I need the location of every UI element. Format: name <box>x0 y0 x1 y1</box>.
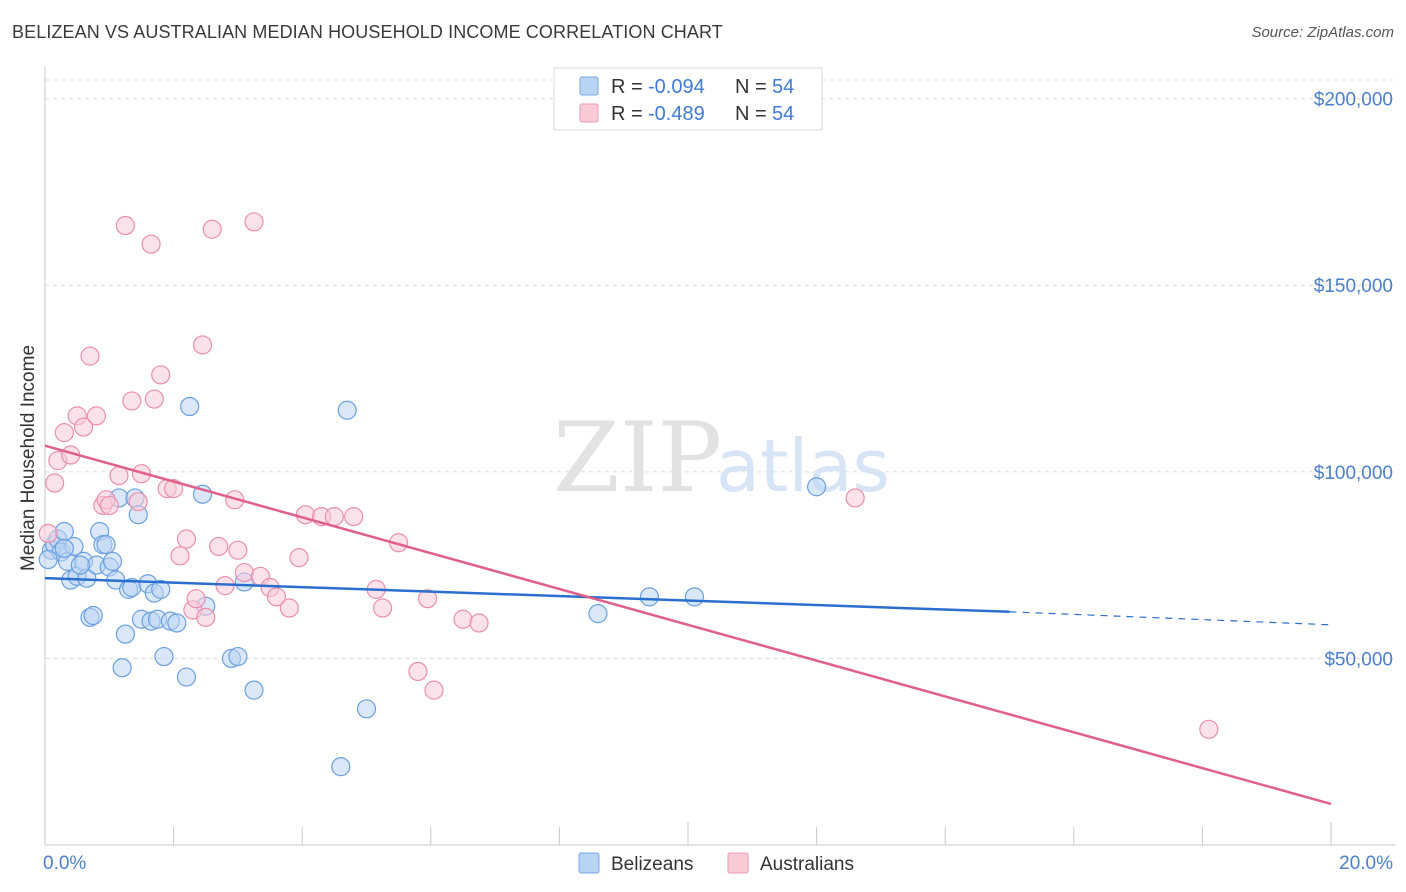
australian-point-50 <box>453 609 473 629</box>
series-legend-swatch-belizeans <box>578 852 600 874</box>
australian-point-48 <box>417 589 438 609</box>
australian-point-42 <box>324 507 344 527</box>
series-legend-swatch-australians <box>727 852 749 874</box>
correlation-legend: R = -0.094 N = 54 R = -0.489 N = 54 <box>553 67 823 131</box>
trend-lines <box>44 444 1332 806</box>
legend-swatch-belizeans <box>579 76 599 96</box>
series-legend: Belizeans Australians <box>578 852 854 875</box>
australian-point-18 <box>144 389 164 409</box>
axes <box>44 67 1395 846</box>
australian-point-11 <box>99 495 119 516</box>
belizean-point-45 <box>337 400 357 420</box>
australian-point-14 <box>122 391 142 411</box>
belizean-point-53 <box>54 538 74 558</box>
australian-point-21 <box>164 479 184 499</box>
australian-point-33 <box>234 562 254 583</box>
belizean-point-51 <box>38 549 58 570</box>
legend-r-value-1: -0.094 <box>648 76 705 98</box>
x-tick-labels: 0.0% 20.0% <box>43 853 1393 874</box>
belizean-point-32 <box>151 579 171 599</box>
australian-point-45 <box>372 598 393 618</box>
chart-title: BELIZEAN VS AUSTRALIAN MEDIAN HOUSEHOLD … <box>12 22 723 42</box>
australian-point-26 <box>192 335 213 355</box>
australian-point-32 <box>228 540 248 560</box>
legend-n-label-1: N = <box>735 76 767 98</box>
belizean-point-35 <box>167 613 187 633</box>
australian-point-29 <box>209 536 229 557</box>
legend-r-value-2: -0.489 <box>648 103 705 125</box>
australian-point-27 <box>196 607 216 627</box>
australian-point-8 <box>86 406 107 426</box>
australian-trend-line <box>44 444 1332 806</box>
belizean-point-22 <box>115 624 135 644</box>
x-tick-label-0: 0.0% <box>43 853 86 874</box>
australian-point-0 <box>38 523 58 544</box>
y-tick-labels: $50,000 $100,000 $150,000 $200,000 <box>1314 90 1393 671</box>
australian-point-23 <box>176 529 197 549</box>
belizean-point-41 <box>228 646 248 667</box>
y-tick-label-2: $150,000 <box>1314 276 1393 297</box>
belizean-point-36 <box>176 667 197 687</box>
australian-point-22 <box>170 546 190 566</box>
legend-n-value-1: 54 <box>772 76 794 98</box>
belizean-point-46 <box>356 699 377 719</box>
legend-box <box>553 67 823 131</box>
belizean-point-49 <box>684 587 705 607</box>
legend-swatch-australians <box>579 103 599 123</box>
legend-r-label-2: R = <box>611 103 643 125</box>
australian-point-17 <box>141 234 161 254</box>
watermark-zip: ZIP <box>553 402 722 514</box>
australian-point-6 <box>73 417 94 437</box>
y-tick-label-1: $100,000 <box>1314 463 1393 484</box>
australian-point-3 <box>54 423 74 443</box>
australian-point-25 <box>186 589 206 609</box>
belizean-point-21 <box>112 658 132 678</box>
australian-point-13 <box>115 215 135 236</box>
legend-r-label-1: R = <box>611 76 643 98</box>
belizean-point-43 <box>244 680 264 700</box>
y-tick-label-0: $50,000 <box>1324 649 1393 670</box>
australian-point-34 <box>244 212 264 232</box>
y-tick-label-3: $200,000 <box>1314 90 1393 111</box>
australian-point-38 <box>279 598 299 618</box>
australian-point-49 <box>424 680 444 700</box>
belizean-point-48 <box>639 587 660 607</box>
y-axis-label: Median Household Income <box>18 345 39 571</box>
belizean-point-44 <box>331 757 351 777</box>
belizean-point-18 <box>102 551 123 571</box>
belizean-point-33 <box>154 646 174 667</box>
australian-point-39 <box>289 548 309 568</box>
belizean-point-12 <box>83 605 103 626</box>
belizean-trend-line <box>44 576 1010 614</box>
legend-n-label-2: N = <box>735 103 767 125</box>
belizean-point-16 <box>96 534 116 555</box>
belizean-point-47 <box>588 604 608 624</box>
belizean-point-50 <box>806 477 827 497</box>
australian-point-53 <box>1199 719 1219 739</box>
australian-point-43 <box>344 507 364 527</box>
belizean-trend-extension <box>1009 611 1332 626</box>
australian-point-52 <box>845 488 865 508</box>
australian-point-19 <box>151 365 171 385</box>
australian-point-28 <box>202 219 222 239</box>
australian-point-1 <box>45 473 65 493</box>
legend-n-value-2: 54 <box>772 103 794 125</box>
x-tick-label-1: 20.0% <box>1339 853 1393 874</box>
australian-point-7 <box>80 346 100 366</box>
australian-point-47 <box>408 661 428 682</box>
australian-point-37 <box>266 587 287 607</box>
watermark: ZIP atlas <box>553 402 890 514</box>
australian-point-15 <box>128 492 148 512</box>
australian-point-51 <box>469 613 489 633</box>
series-legend-label-australians: Australians <box>760 854 854 875</box>
belizean-point-37 <box>180 396 200 417</box>
series-legend-label-belizeans: Belizeans <box>611 854 693 875</box>
source-label: Source: ZipAtlas.com <box>1251 24 1394 41</box>
belizean-point-52 <box>70 555 90 575</box>
